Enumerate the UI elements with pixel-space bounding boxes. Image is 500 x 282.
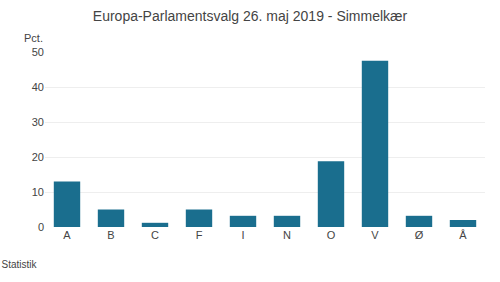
svg-text:Å: Å [459,229,467,241]
svg-text:O: O [327,229,336,241]
svg-text:Pct.: Pct. [24,32,43,44]
svg-text:N: N [283,229,291,241]
svg-text:Europa-Parlamentsvalg 26. maj: Europa-Parlamentsvalg 26. maj 2019 - Sim… [93,8,408,24]
svg-text:B: B [107,229,114,241]
svg-text:V: V [371,229,379,241]
svg-text:A: A [63,229,71,241]
svg-text:20: 20 [32,151,44,163]
svg-text:0: 0 [38,221,44,233]
svg-text:Ø: Ø [415,229,424,241]
svg-text:© Danmarks Statistik: © Danmarks Statistik [0,259,38,270]
svg-text:10: 10 [32,186,44,198]
svg-text:50: 50 [32,46,44,58]
svg-text:30: 30 [32,116,44,128]
svg-text:F: F [196,229,203,241]
svg-text:I: I [241,229,244,241]
svg-text:C: C [151,229,159,241]
svg-text:40: 40 [32,81,44,93]
